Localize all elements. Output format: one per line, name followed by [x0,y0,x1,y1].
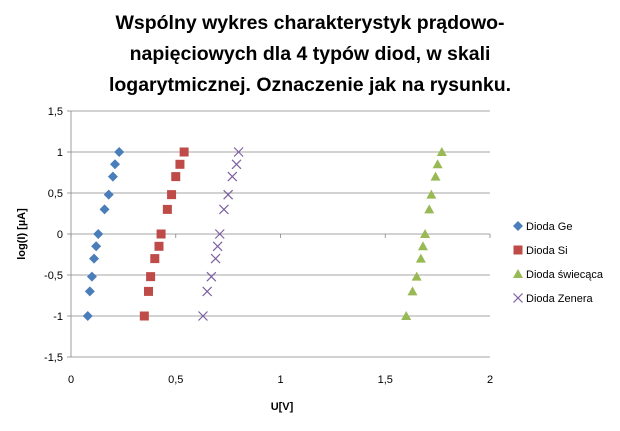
chart-title-line-3: logarytmicznej. Oznaczenie jak na rysunk… [108,74,512,96]
ticks-layer: -1,5 -1 -0,5 0 0,5 1 1,5 0 0,5 1 1,5 2 [44,106,493,386]
x-tick-label: 0,5 [168,374,183,386]
legend-label: Dioda Ge [526,221,572,233]
x-marker-stroke [223,189,234,200]
data-point-x [206,271,217,282]
legend-marker-triangle [513,269,523,278]
x-marker-stroke [227,171,238,182]
data-point-x [214,229,225,239]
x-tick-label: 0 [68,374,74,386]
y-tick-label: 0,5 [48,188,63,200]
data-point-x [233,147,244,157]
data-point-triangle [407,286,418,296]
x-marker-stroke [214,229,225,239]
data-point-x [202,286,213,297]
y-tick-label: 0 [57,229,63,241]
data-point-triangle [415,253,426,263]
x-marker-stroke [513,293,523,303]
y-tick-label: -1 [53,311,63,323]
x-marker-stroke [206,271,217,282]
data-point-x [231,159,242,170]
data-point-triangle [417,241,428,251]
data-point-square [144,286,154,296]
x-tick-label: 1,5 [378,374,393,386]
data-point-diamond [103,189,114,200]
marks-layer [82,147,447,321]
legend-marker-x [513,293,523,303]
data-point-diamond [99,204,110,215]
data-point-triangle [430,171,441,181]
data-point-square [150,254,160,264]
data-point-x [212,241,223,252]
legend-marker-diamond [513,221,523,231]
legend-marker-square [513,245,523,255]
data-point-triangle [436,147,447,156]
data-point-triangle [426,189,437,199]
data-point-square [175,159,185,169]
data-point-triangle [401,311,412,320]
data-point-x [223,189,234,200]
data-point-diamond [89,253,100,264]
y-axis-title: log(I) [µA] [16,208,28,260]
data-point-square [167,190,177,200]
data-point-square [154,241,164,251]
y-tick-label: -1,5 [44,352,63,364]
data-point-square [179,147,189,157]
data-point-x [219,204,229,215]
x-tick-label: 2 [487,374,493,386]
x-marker-stroke [202,286,213,297]
data-point-diamond [114,147,125,157]
data-point-diamond [109,159,120,170]
x-tick-label: 1 [277,374,283,386]
chart-title-line-2: napięciowych dla 4 typów diod, w skali [129,43,491,65]
y-tick-label: 1,5 [48,106,63,118]
data-point-diamond [82,311,93,321]
x-marker-stroke [231,159,242,170]
data-point-diamond [91,241,102,252]
data-point-diamond [86,271,97,282]
data-point-diamond [84,286,95,297]
x-marker-stroke [212,241,223,252]
y-tick-label: 1 [57,147,63,159]
x-marker-stroke [210,253,221,264]
data-point-triangle [411,271,422,281]
x-marker-stroke [219,204,229,215]
data-point-square [139,311,149,321]
data-point-triangle [432,159,443,169]
data-point-x [210,253,221,264]
x-axis-title: U[V] [271,401,294,413]
data-point-x [227,171,238,182]
data-point-square [171,172,181,182]
data-point-x [198,311,208,321]
data-point-square [156,229,166,239]
legend-label: Dioda świecąca [526,269,604,281]
x-marker-stroke [198,311,208,321]
legend-label: Dioda Zenera [526,293,594,305]
legend-label: Dioda Si [526,245,568,257]
chart-title: Wspólny wykres charakterystyk prądowo- n… [60,8,560,101]
y-tick-label: -0,5 [44,270,63,282]
data-point-triangle [424,204,435,214]
legend-layer: Dioda Ge Dioda Si Dioda świecąca Dioda Zene… [513,221,604,305]
data-point-square [162,204,172,214]
data-point-triangle [420,229,431,238]
data-point-diamond [107,171,118,182]
x-marker-stroke [233,147,244,157]
data-point-diamond [93,229,104,239]
chart-title-line-1: Wspólny wykres charakterystyk prądowo- [115,12,505,34]
data-point-square [146,272,156,282]
